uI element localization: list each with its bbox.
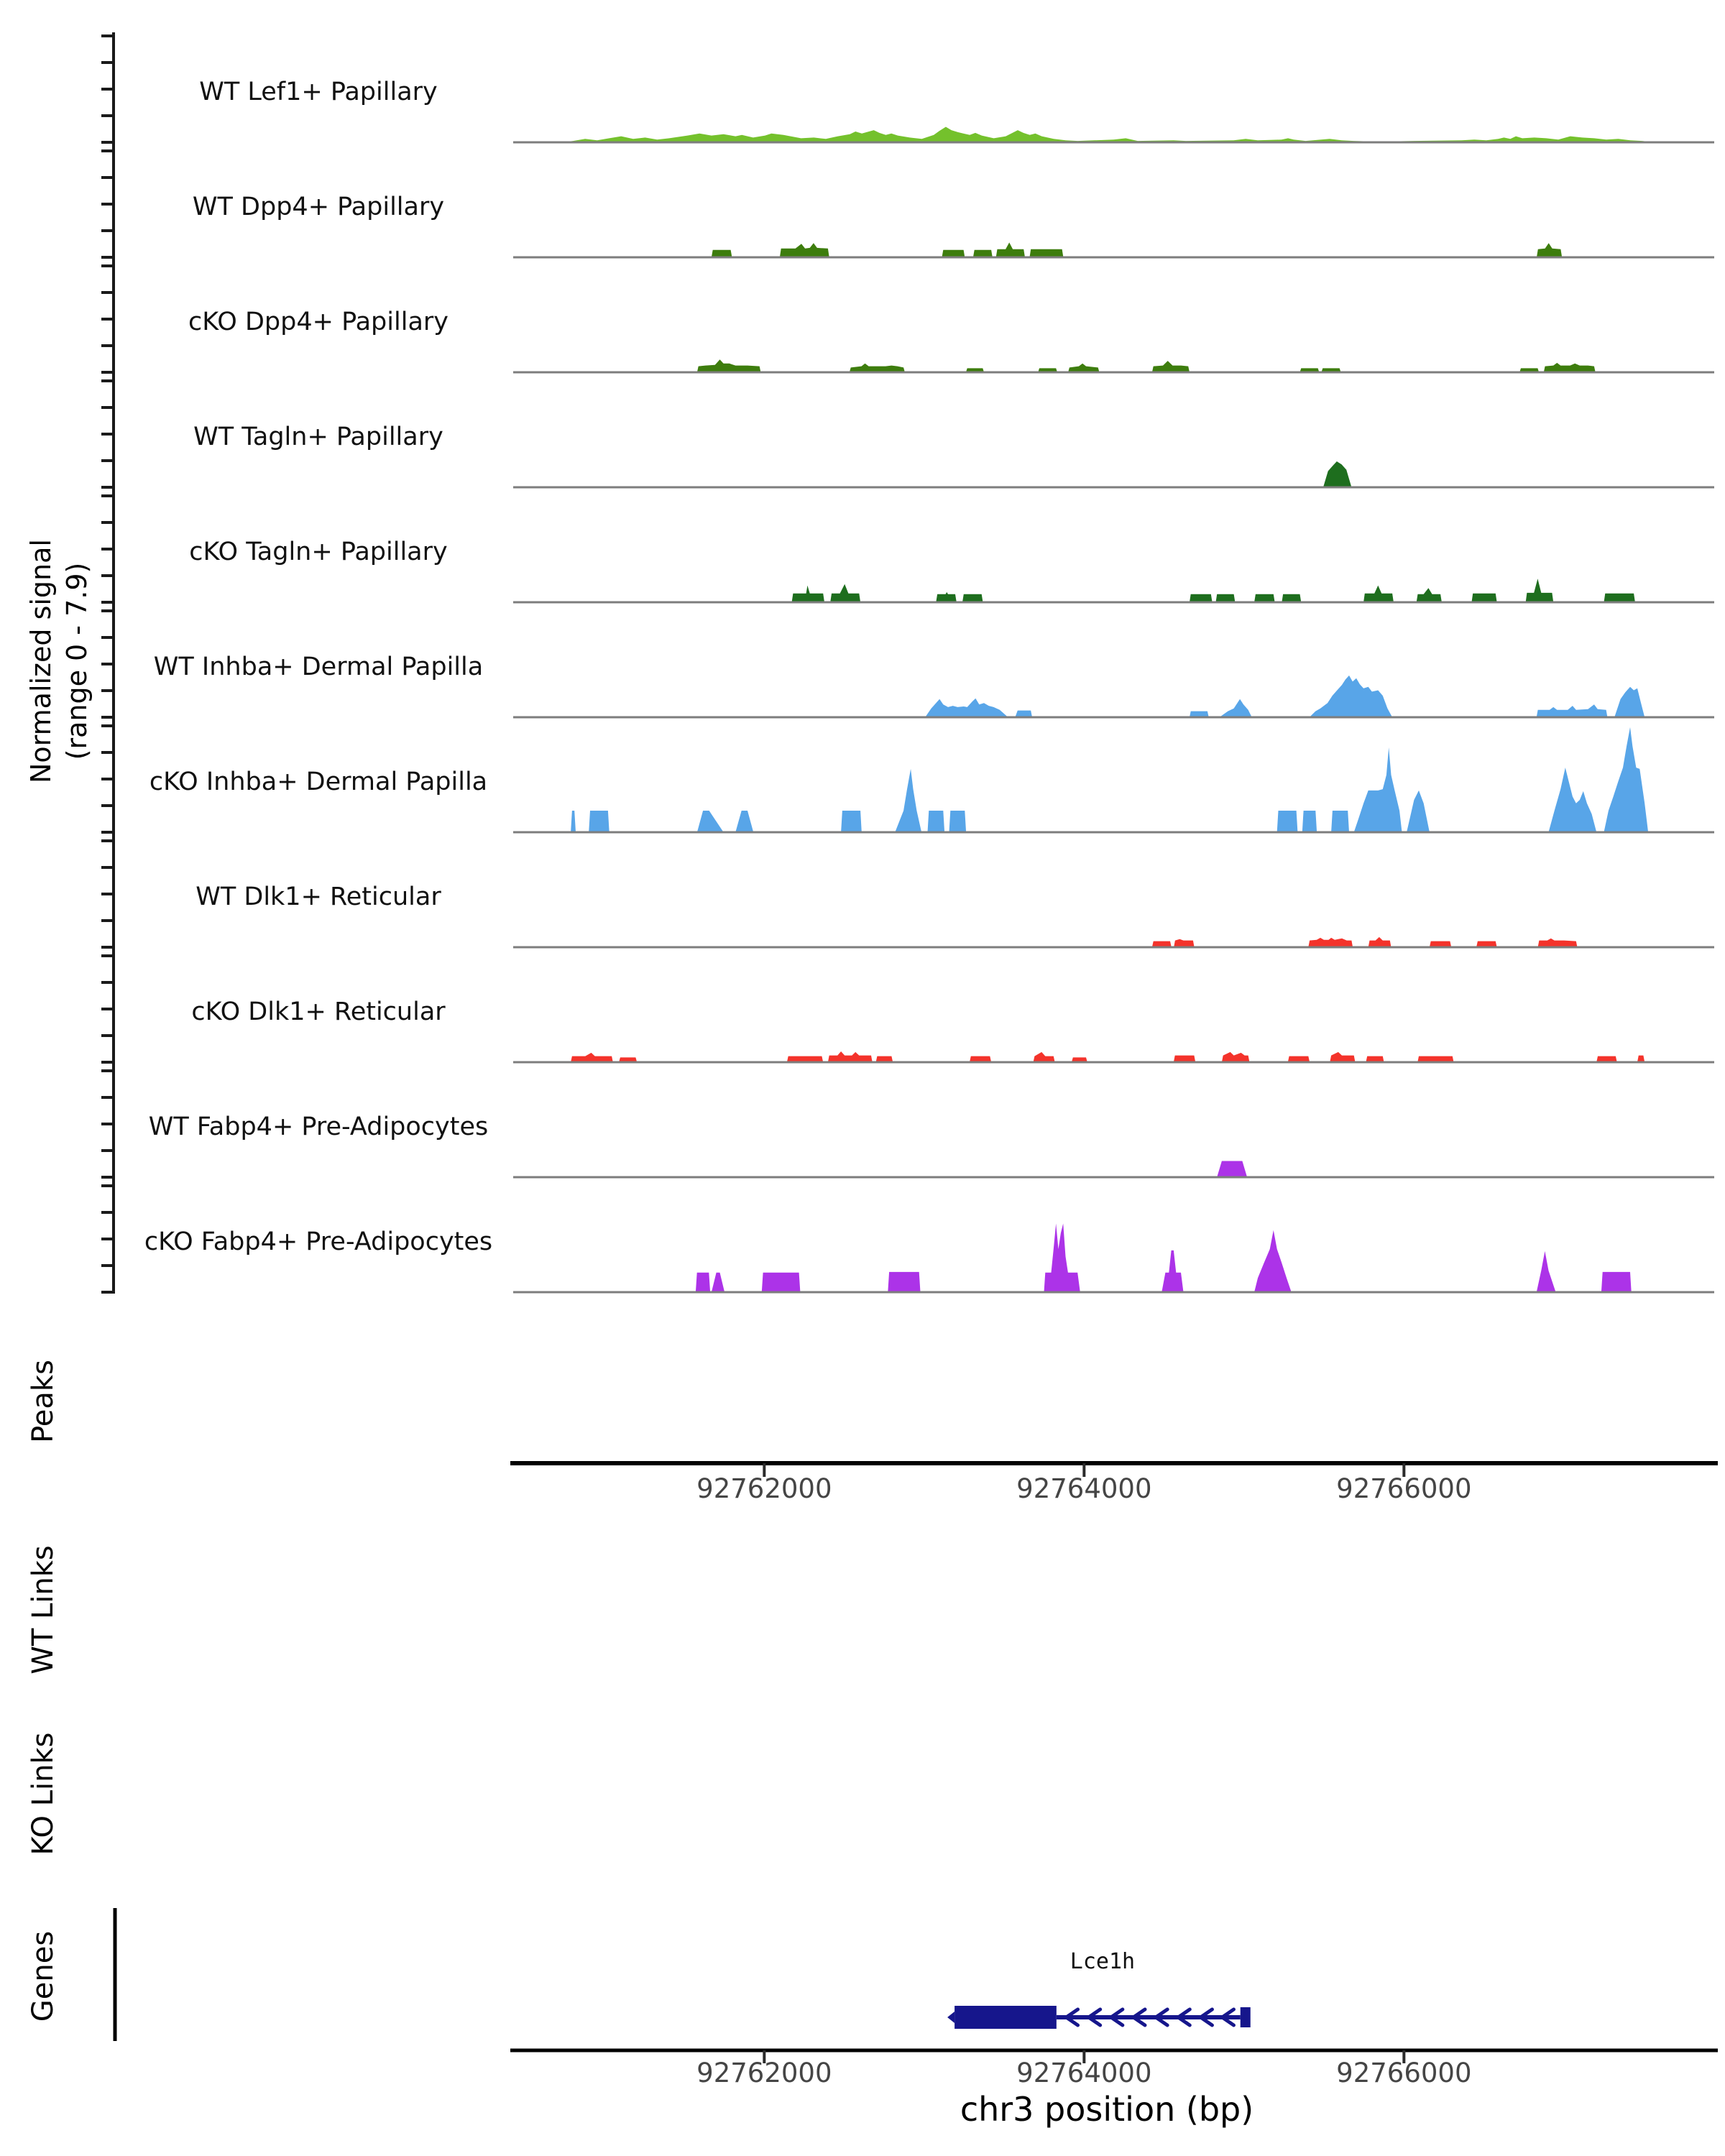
- track-label-cko-inhba-dermal-papilla: cKO Inhba+ Dermal Papilla: [149, 768, 488, 796]
- track-label-wt-dpp4-papillary: WT Dpp4+ Papillary: [192, 193, 445, 221]
- gene-strand-arrow-left-icon: [1152, 2007, 1169, 2027]
- signal-area-wt-inhba-dermal-papilla: [925, 675, 1645, 717]
- x-tick-label: 92762000: [696, 1473, 832, 1504]
- signal-area-wt-lef1-papillary: [561, 126, 1655, 142]
- gene-strand-arrow-left-icon: [1063, 2007, 1080, 2027]
- signal-area-wt-fabp4-pre-adipocytes: [1217, 1161, 1248, 1177]
- track-label-cko-dpp4-papillary: cKO Dpp4+ Papillary: [188, 308, 448, 336]
- track-label-cko-fabp4-pre-adipocytes: cKO Fabp4+ Pre-Adipocytes: [144, 1227, 493, 1256]
- section-label-ko-links: KO Links: [27, 1732, 60, 1856]
- gene-label: Lce1h: [1070, 1949, 1136, 1974]
- section-label-wt-links: WT Links: [27, 1545, 60, 1674]
- signal-area-wt-dlk1-reticular: [1151, 936, 1578, 947]
- gene-strand-arrow-left-icon: [1085, 2007, 1103, 2027]
- signal-area-cko-inhba-dermal-papilla: [571, 727, 1649, 832]
- track-label-wt-inhba-dermal-papilla: WT Inhba+ Dermal Papilla: [153, 653, 484, 681]
- gene-strand-arrow-left-icon: [1197, 2007, 1214, 2027]
- gene-strand-arrow-left-icon: [1219, 2007, 1236, 2027]
- y-axis-title-line1: Normalized signal: [24, 539, 57, 783]
- track-label-wt-fabp4-pre-adipocytes: WT Fabp4+ Pre-Adipocytes: [148, 1112, 489, 1141]
- x-axis-title: chr3 position (bp): [960, 2090, 1254, 2129]
- gene-strand-arrow-left-icon: [1174, 2007, 1192, 2027]
- gene-strand-arrow-left-icon: [1108, 2007, 1125, 2027]
- section-label-genes: Genes: [27, 1930, 60, 2022]
- gene-strand-arrow-left-icon: [1130, 2007, 1147, 2027]
- gene-exon-box: [954, 2006, 1057, 2029]
- y-axis-title-line2: (range 0 - 7.9): [61, 562, 93, 760]
- signal-area-wt-dpp4-papillary: [711, 242, 1563, 257]
- track-label-wt-lef1-papillary: WT Lef1+ Papillary: [199, 78, 438, 106]
- track-label-cko-dlk1-reticular: cKO Dlk1+ Reticular: [191, 998, 446, 1026]
- x-tick-label: 92764000: [1016, 2058, 1152, 2088]
- signal-area-cko-tagln-papillary: [791, 579, 1635, 602]
- signal-area-wt-tagln-papillary: [1323, 461, 1352, 487]
- x-tick-label: 92766000: [1336, 1473, 1472, 1504]
- x-tick-label: 92764000: [1016, 1473, 1152, 1504]
- gene-tss-box: [1240, 2007, 1251, 2027]
- track-label-cko-tagln-papillary: cKO Tagln+ Papillary: [189, 538, 448, 566]
- section-label-peaks: Peaks: [27, 1360, 60, 1443]
- x-tick-label: 92766000: [1336, 2058, 1472, 2088]
- gene-left-cap: [947, 2012, 955, 2023]
- y-axis-title: Normalized signal (range 0 - 7.9): [23, 539, 95, 783]
- track-label-wt-dlk1-reticular: WT Dlk1+ Reticular: [196, 883, 441, 911]
- signal-area-cko-dlk1-reticular: [571, 1051, 1645, 1062]
- track-label-wt-tagln-papillary: WT Tagln+ Papillary: [193, 423, 443, 451]
- x-tick-label: 92762000: [696, 2058, 832, 2088]
- signal-area-cko-dpp4-papillary: [696, 359, 1596, 372]
- signal-area-cko-fabp4-pre-adipocytes: [695, 1223, 1632, 1292]
